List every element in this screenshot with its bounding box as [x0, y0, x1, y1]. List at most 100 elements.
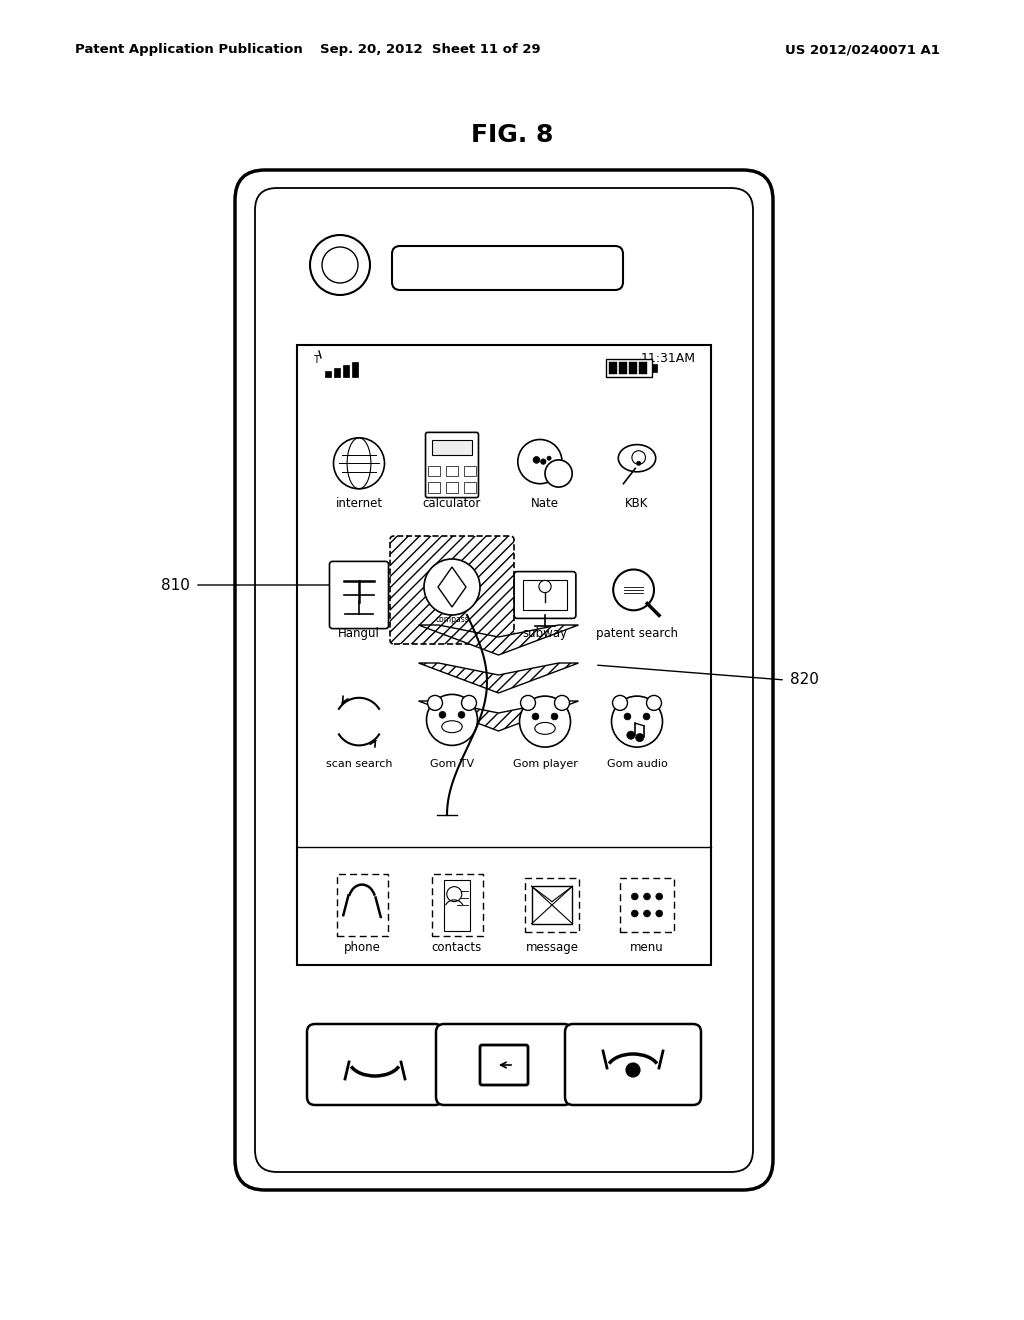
Circle shape	[646, 696, 662, 710]
FancyBboxPatch shape	[234, 170, 773, 1191]
Circle shape	[637, 461, 641, 466]
Bar	[337, 874, 387, 936]
Text: contacts: contacts	[432, 941, 482, 953]
Bar	[431, 874, 482, 936]
Bar	[464, 482, 476, 492]
Text: 11:31AM: 11:31AM	[641, 352, 696, 366]
Circle shape	[643, 713, 650, 719]
Circle shape	[462, 696, 476, 710]
Circle shape	[627, 731, 635, 739]
Text: scan search: scan search	[326, 759, 392, 770]
FancyBboxPatch shape	[307, 1024, 443, 1105]
Bar	[352, 362, 358, 378]
Polygon shape	[419, 701, 579, 731]
FancyBboxPatch shape	[565, 1024, 701, 1105]
Bar	[428, 466, 440, 477]
Circle shape	[322, 247, 358, 282]
FancyBboxPatch shape	[436, 1024, 572, 1105]
Circle shape	[655, 909, 663, 917]
Text: calculator: calculator	[423, 498, 481, 511]
Polygon shape	[419, 663, 579, 693]
Ellipse shape	[618, 445, 655, 471]
Bar	[297, 345, 711, 965]
Circle shape	[532, 713, 539, 719]
Ellipse shape	[441, 721, 462, 733]
Text: compass: compass	[435, 615, 469, 624]
Text: menu: menu	[630, 941, 664, 953]
Circle shape	[547, 457, 551, 461]
Bar	[525, 879, 579, 932]
Circle shape	[632, 909, 638, 917]
Circle shape	[519, 696, 570, 747]
Circle shape	[334, 438, 384, 488]
Circle shape	[458, 711, 465, 718]
Polygon shape	[438, 568, 466, 607]
Circle shape	[612, 696, 628, 710]
Circle shape	[427, 694, 477, 746]
Text: 820: 820	[790, 672, 819, 688]
Circle shape	[632, 450, 645, 465]
Text: subway: subway	[522, 627, 567, 640]
Bar	[639, 362, 647, 374]
Bar	[432, 440, 472, 455]
Circle shape	[541, 459, 546, 465]
Bar	[629, 362, 637, 374]
Bar	[445, 482, 458, 492]
FancyBboxPatch shape	[255, 187, 753, 1172]
FancyBboxPatch shape	[426, 433, 478, 498]
Bar	[325, 371, 331, 378]
Bar	[464, 466, 476, 477]
Bar	[618, 362, 627, 374]
Bar	[334, 368, 340, 378]
Circle shape	[428, 696, 442, 710]
Bar	[606, 359, 652, 378]
Circle shape	[624, 713, 631, 719]
Circle shape	[613, 569, 654, 610]
Text: T: T	[313, 355, 318, 366]
Circle shape	[655, 894, 663, 900]
Bar	[652, 364, 657, 372]
Text: Hangul: Hangul	[338, 627, 380, 640]
Text: US 2012/0240071 A1: US 2012/0240071 A1	[785, 44, 940, 57]
Bar	[445, 466, 458, 477]
FancyBboxPatch shape	[514, 572, 575, 618]
Circle shape	[644, 894, 650, 900]
Circle shape	[555, 696, 569, 710]
Circle shape	[551, 713, 558, 719]
Circle shape	[518, 440, 562, 483]
Text: Nate: Nate	[531, 498, 559, 511]
Circle shape	[424, 558, 480, 615]
Circle shape	[439, 711, 445, 718]
Circle shape	[611, 696, 663, 747]
Circle shape	[632, 894, 638, 900]
Circle shape	[539, 581, 551, 593]
Text: 810: 810	[161, 578, 190, 593]
Polygon shape	[419, 624, 579, 655]
Circle shape	[534, 457, 540, 463]
Text: Patent Application Publication: Patent Application Publication	[75, 44, 303, 57]
Circle shape	[636, 734, 644, 742]
Bar	[523, 579, 567, 610]
FancyBboxPatch shape	[480, 1045, 528, 1085]
Text: phone: phone	[344, 941, 381, 953]
FancyBboxPatch shape	[390, 536, 514, 644]
Text: internet: internet	[336, 498, 383, 511]
Text: patent search: patent search	[596, 627, 678, 640]
Circle shape	[545, 459, 572, 487]
Circle shape	[644, 909, 650, 917]
Circle shape	[520, 696, 536, 710]
Text: FIG. 8: FIG. 8	[471, 123, 553, 147]
Bar	[609, 362, 617, 374]
Text: Gom audio: Gom audio	[606, 759, 668, 770]
Text: Gom TV: Gom TV	[430, 759, 474, 770]
Circle shape	[446, 887, 462, 902]
Bar	[428, 482, 440, 492]
Bar	[444, 879, 470, 931]
Bar	[531, 886, 572, 924]
Bar	[621, 879, 674, 932]
FancyBboxPatch shape	[392, 246, 623, 290]
Text: Gom player: Gom player	[513, 759, 578, 770]
Circle shape	[310, 235, 370, 294]
Text: KBK: KBK	[626, 498, 648, 511]
Circle shape	[626, 1063, 640, 1077]
